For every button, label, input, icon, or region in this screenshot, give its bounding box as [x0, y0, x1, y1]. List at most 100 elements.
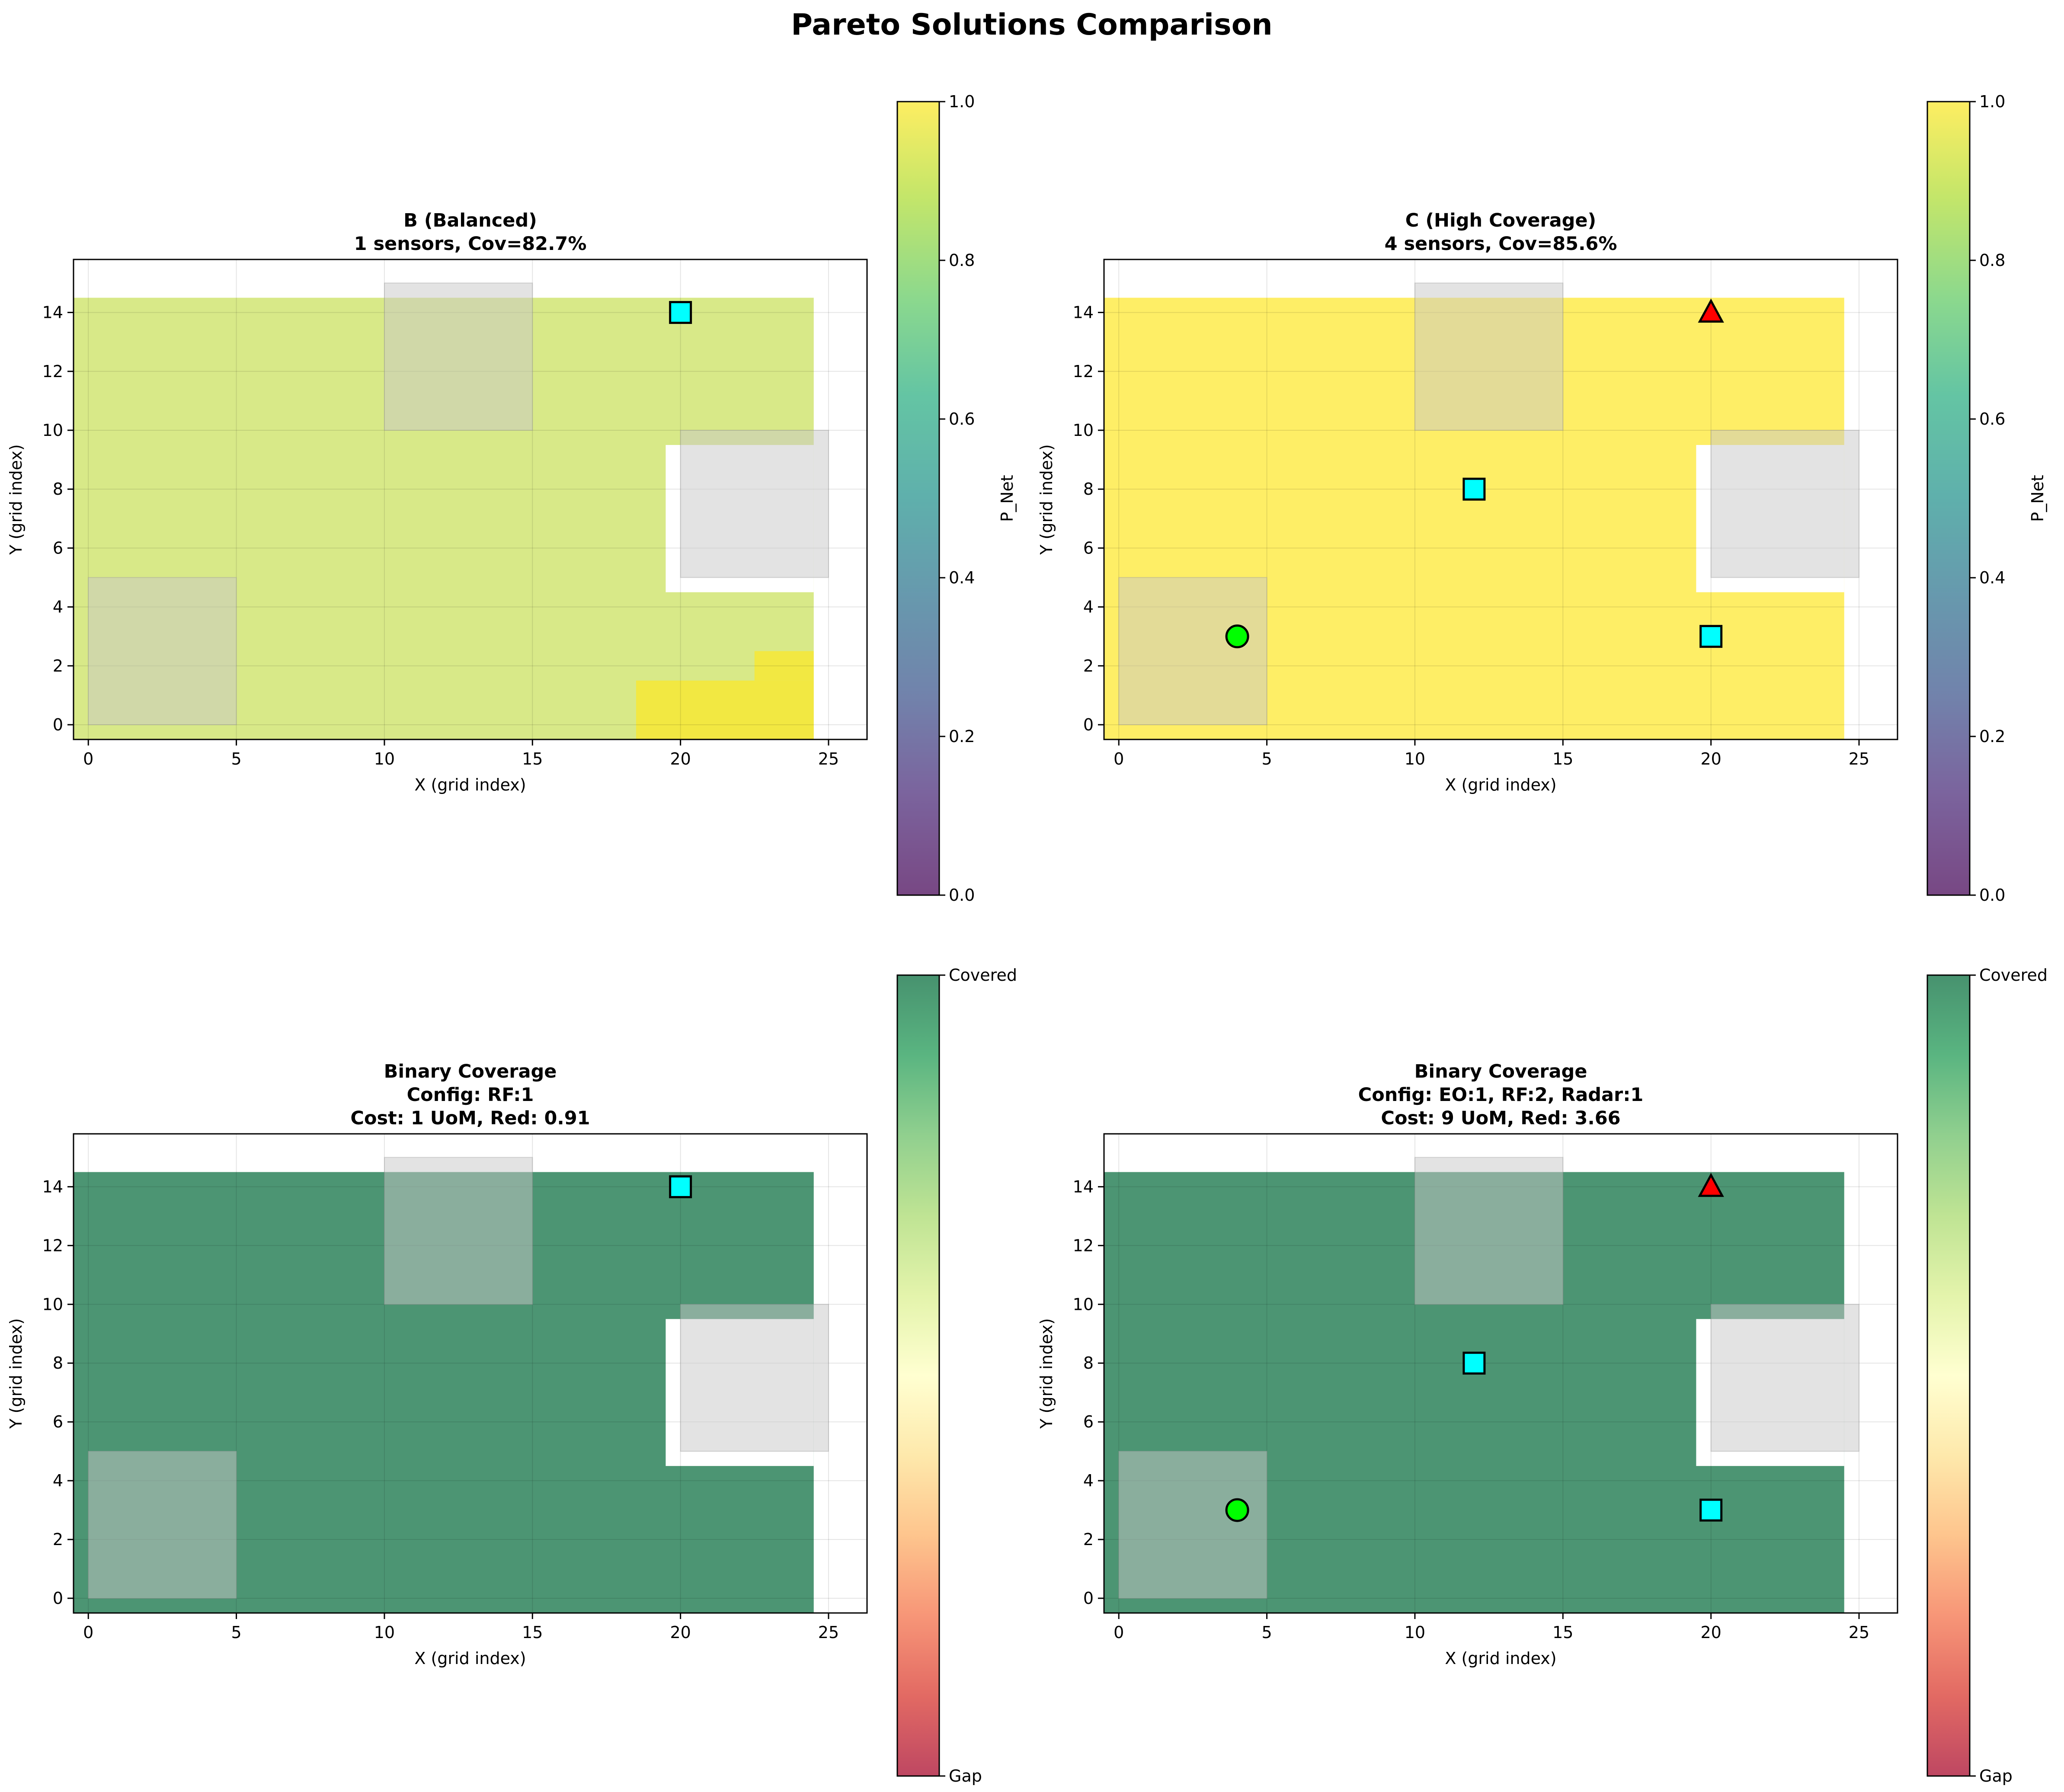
y-tick-label: 0: [1083, 715, 1094, 734]
colorbar-tick-label: 0.8: [949, 251, 975, 270]
x-tick-label: 10: [374, 1623, 395, 1642]
y-tick-label: 8: [1083, 1354, 1094, 1373]
y-tick-label: 12: [42, 1236, 63, 1255]
colorbar-tick-label: 0.2: [949, 727, 975, 746]
x-tick-label: 10: [1405, 749, 1425, 768]
axes-frame: [1103, 259, 1898, 740]
colorbar-bottom-label: Gap: [949, 1766, 982, 1786]
axes-frame: [73, 1133, 868, 1614]
y-tick-label: 6: [53, 538, 63, 557]
x-tick-label: 15: [1552, 1623, 1573, 1642]
rf-sensor-marker-0: [669, 301, 692, 324]
rf-sensor-marker-2: [1699, 625, 1723, 648]
y-tick-label: 10: [42, 1295, 63, 1314]
obstacle-1: [1710, 429, 1859, 578]
chart-panel-B: B (Balanced)1 sensors, Cov=82.7%0 5 10 15 20…: [6, 92, 1017, 905]
x-axis-label: X (grid index): [414, 775, 526, 794]
x-tick-label: 5: [231, 1623, 241, 1642]
radar-sensor-marker-0: [1698, 1173, 1724, 1197]
colorbar-tick-label: 1.0: [949, 92, 975, 111]
colorbar-tick-label: 0.2: [1979, 727, 2005, 746]
x-tick-label: 5: [231, 749, 241, 768]
y-tick-label: 6: [1083, 538, 1094, 557]
obstacle-0: [384, 1157, 533, 1305]
panel-title-line-1: Binary Coverage: [384, 1061, 557, 1082]
colorbar-frame: [1926, 974, 1971, 1777]
x-tick-label: 0: [83, 749, 93, 768]
panel-grid: B (Balanced)1 sensors, Cov=82.7%0 5 10 15 20…: [6, 92, 2048, 1786]
y-tick-label: 0: [53, 715, 63, 734]
x-tick-label: 20: [1700, 749, 1721, 768]
y-tick-label: 12: [1073, 1236, 1094, 1255]
axes-frame: [1103, 1133, 1898, 1614]
y-tick-label: 2: [53, 1530, 63, 1549]
x-tick-label: 15: [522, 749, 543, 768]
y-tick-label: 12: [1073, 362, 1094, 381]
obstacle-1: [680, 429, 829, 578]
colorbar-frame: [896, 101, 940, 896]
x-tick-label: 25: [1849, 749, 1869, 768]
obstacle-1: [1710, 1304, 1859, 1452]
y-tick-label: 4: [53, 1471, 63, 1490]
obstacle-1: [680, 1304, 829, 1452]
y-tick-label: 6: [1083, 1412, 1094, 1431]
colorbar-tick-label: 0.4: [949, 568, 975, 587]
panel-title-line-1: C (High Coverage): [1405, 210, 1596, 231]
eo-sensor-marker-3: [1225, 624, 1249, 649]
x-tick-label: 0: [1114, 749, 1124, 768]
colorbar-gradient: [1927, 975, 1970, 1776]
x-tick-label: 15: [522, 1623, 543, 1642]
figure-title: Pareto Solutions Comparison: [791, 8, 1272, 42]
y-tick-label: 4: [1083, 598, 1094, 617]
panel-title-line-1: B (Balanced): [403, 210, 537, 231]
rf-sensor-marker-0: [669, 1175, 692, 1198]
y-tick-label: 14: [42, 1177, 63, 1196]
x-tick-label: 0: [83, 1623, 93, 1642]
plot-area: [74, 259, 867, 739]
y-tick-label: 4: [1083, 1471, 1094, 1490]
y-tick-label: 8: [53, 1354, 63, 1373]
x-tick-label: 5: [1261, 1623, 1272, 1642]
y-tick-label: 2: [1083, 656, 1094, 675]
rf-sensor-marker-1: [1462, 1351, 1486, 1375]
obstacle-0: [1414, 282, 1564, 431]
plot-area: [1104, 1134, 1898, 1613]
y-axis-label: Y (grid index): [6, 444, 26, 555]
y-tick-label: 14: [1073, 1177, 1094, 1196]
radar-sensor-marker-0: [1698, 298, 1724, 323]
panel-title-line-3: Cost: 1 UoM, Red: 0.91: [350, 1107, 590, 1129]
colorbar-tick-label: 0.4: [1979, 568, 2005, 587]
obstacle-2: [88, 1451, 237, 1599]
y-tick-label: 6: [53, 1412, 63, 1431]
panel-title-line-2: Config: EO:1, RF:2, Radar:1: [1358, 1084, 1644, 1106]
colorbar-gradient: [897, 975, 939, 1776]
y-tick-label: 2: [53, 656, 63, 675]
y-tick-label: 0: [1083, 1589, 1094, 1608]
x-tick-label: 15: [1552, 749, 1573, 768]
chart-panel-C: C (High Coverage)4 sensors, Cov=85.6% 0 5 1…: [1037, 92, 2047, 905]
obstacle-0: [1414, 1157, 1564, 1305]
colorbar-bottom-label: Gap: [1979, 1766, 2013, 1786]
colorbar-label: P_Net: [998, 475, 1017, 522]
colorbar-tick-label: 0.8: [1979, 251, 2005, 270]
y-tick-label: 10: [1073, 1295, 1094, 1314]
y-tick-label: 14: [42, 303, 63, 322]
colorbar-gradient: [897, 102, 939, 895]
y-tick-label: 2: [1083, 1530, 1094, 1549]
x-tick-label: 0: [1114, 1623, 1124, 1642]
y-tick-label: 10: [42, 421, 63, 440]
colorbar-tick-label: 1.0: [1979, 92, 2005, 111]
obstacle-2: [1118, 1451, 1267, 1599]
y-tick-label: 0: [53, 1589, 63, 1608]
panel-title-line-2: Config: RF:1: [407, 1084, 534, 1106]
x-tick-label: 25: [818, 1623, 839, 1642]
colorbar-tick-label: 0.0: [1979, 886, 2005, 905]
colorbar-frame: [1926, 101, 1971, 896]
x-axis-label: X (grid index): [414, 1649, 526, 1668]
colorbar-top-label: Covered: [949, 966, 1017, 985]
colorbar-tick-label: 0.0: [949, 886, 975, 905]
rf-sensor-marker-2: [1699, 1498, 1723, 1522]
